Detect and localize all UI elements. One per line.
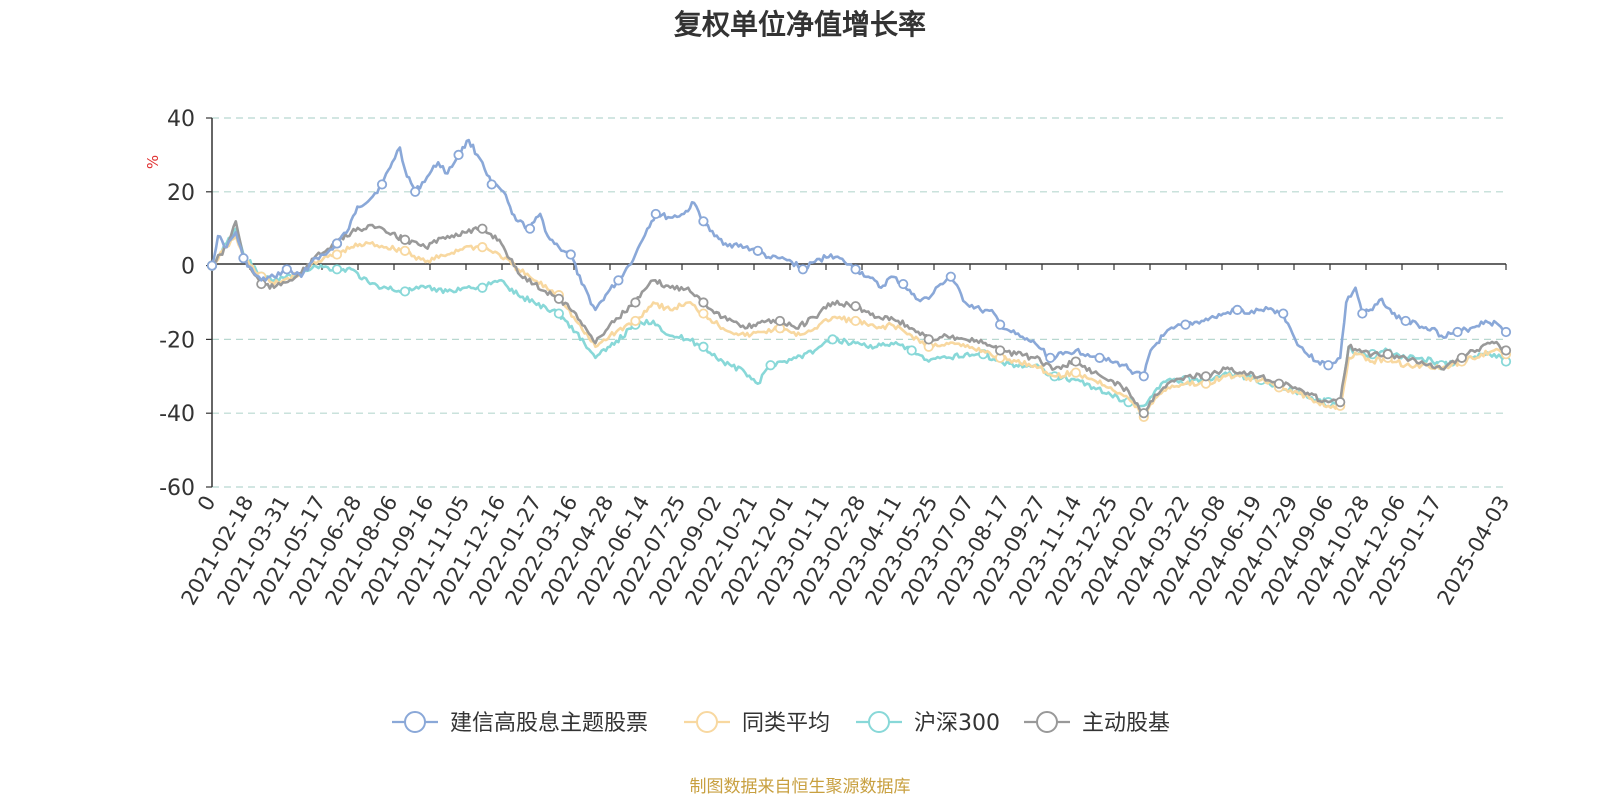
series-point: [698, 216, 709, 227]
series-point: [1500, 326, 1512, 338]
y-tick-label: -60: [159, 476, 195, 501]
series-point: [331, 238, 343, 249]
series-point: [477, 242, 488, 253]
legend-label: 建信高股息主题股票: [450, 711, 648, 736]
series-point: [774, 315, 786, 327]
series-point: [486, 179, 497, 190]
series-point: [1070, 356, 1081, 367]
series-point: [1452, 326, 1463, 338]
series-point: [331, 249, 343, 260]
series-point: [281, 264, 292, 275]
series-point: [331, 264, 343, 275]
series-point: [752, 245, 763, 256]
y-tick-label: -40: [159, 402, 195, 427]
series-point: [553, 293, 564, 304]
legend-item[interactable]: 主动股基: [1024, 711, 1170, 736]
y-tick-label: 0: [181, 255, 195, 280]
series-line: [210, 138, 1507, 378]
series-point: [238, 253, 249, 264]
series-point: [923, 334, 934, 345]
legend-item[interactable]: 同类平均: [684, 711, 830, 736]
legend-label: 主动股基: [1082, 711, 1170, 736]
series-point: [630, 315, 641, 327]
series-point: [1094, 352, 1105, 363]
series-point: [1070, 367, 1081, 378]
y-axis-unit: %: [144, 155, 162, 169]
series-point: [565, 249, 576, 260]
series-point: [1323, 360, 1334, 371]
y-tick-labels: -60 -40 -20 0 20 40: [159, 107, 195, 501]
x-tick-label: 2025-04-03: [1433, 492, 1515, 610]
legend-circle-icon: [696, 711, 718, 733]
series-point: [898, 278, 909, 290]
series-point: [1400, 315, 1411, 327]
series-point: [850, 264, 861, 275]
legend-item[interactable]: 沪深300: [856, 711, 1000, 736]
series-point: [945, 271, 956, 282]
series-point: [1273, 378, 1285, 389]
series-point: [698, 341, 709, 352]
series-point: [399, 245, 411, 256]
series-point: [1456, 352, 1467, 363]
series-point: [850, 315, 861, 327]
series-point: [630, 297, 641, 308]
series-point: [613, 275, 624, 286]
series-point: [376, 179, 388, 190]
x-tick-labels: 02021-02-182021-03-312021-05-172021-06-2…: [177, 492, 1515, 610]
series-point: [1138, 371, 1149, 382]
x-tick-label: 0: [193, 492, 220, 516]
series-point: [698, 297, 709, 308]
legend-circle-icon: [868, 711, 890, 733]
legend-item[interactable]: 建信高股息主题股票: [392, 711, 648, 736]
legend-label: 同类平均: [742, 711, 830, 736]
series-point: [1138, 408, 1149, 419]
series-point: [827, 334, 838, 345]
series-point: [453, 149, 464, 160]
series-point: [906, 345, 917, 356]
series-point: [797, 264, 808, 275]
series-point: [1045, 352, 1056, 363]
legend-circle-icon: [404, 711, 426, 733]
legend-label: 沪深300: [914, 711, 1000, 736]
series-point: [765, 360, 776, 371]
plot-area: [206, 138, 1512, 422]
series-point: [399, 286, 411, 297]
y-tick-label: 40: [167, 107, 195, 132]
series-point: [995, 319, 1006, 330]
series-point: [1357, 308, 1368, 319]
series-point: [1382, 349, 1393, 360]
legend-circle-icon: [1036, 711, 1058, 733]
series-point: [1335, 397, 1346, 408]
series-point: [206, 260, 218, 271]
series-line: [210, 234, 1507, 419]
series-point: [1278, 308, 1289, 319]
series-point: [1180, 319, 1191, 330]
y-tick-label: 20: [167, 181, 195, 206]
series-point: [477, 223, 488, 234]
series-point: [850, 301, 861, 312]
series-point: [1200, 371, 1211, 382]
series-point: [698, 308, 709, 319]
series-point: [399, 234, 411, 245]
chart-title: 复权单位净值增长率: [674, 8, 926, 41]
series-point: [410, 186, 421, 197]
source-note: 制图数据来自恒生聚源数据库: [690, 777, 911, 797]
series-point: [1232, 304, 1243, 315]
series-point: [553, 308, 564, 319]
series-point: [524, 223, 536, 234]
legend: 建信高股息主题股票 同类平均 沪深300 主动股基: [392, 711, 1170, 736]
series-point: [477, 282, 488, 293]
series-point: [650, 208, 661, 220]
series-point: [1500, 345, 1512, 356]
series-point: [995, 345, 1006, 356]
y-tick-label: -20: [159, 328, 195, 353]
